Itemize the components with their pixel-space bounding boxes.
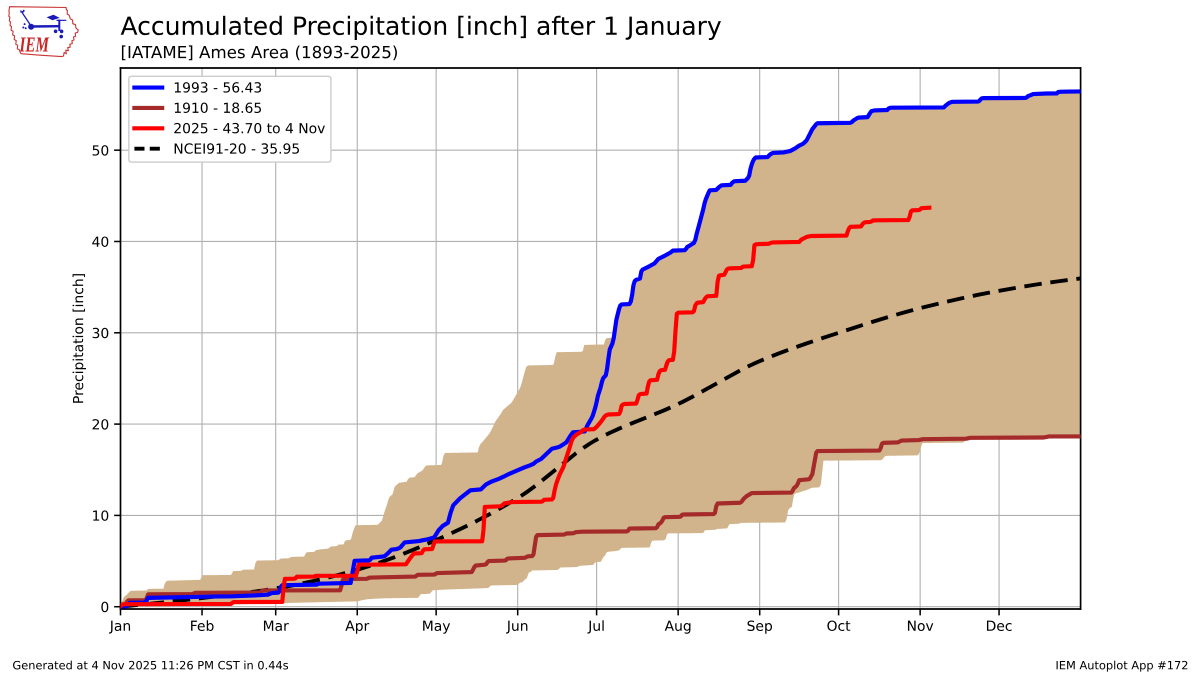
svg-text:IEM: IEM xyxy=(19,33,50,56)
